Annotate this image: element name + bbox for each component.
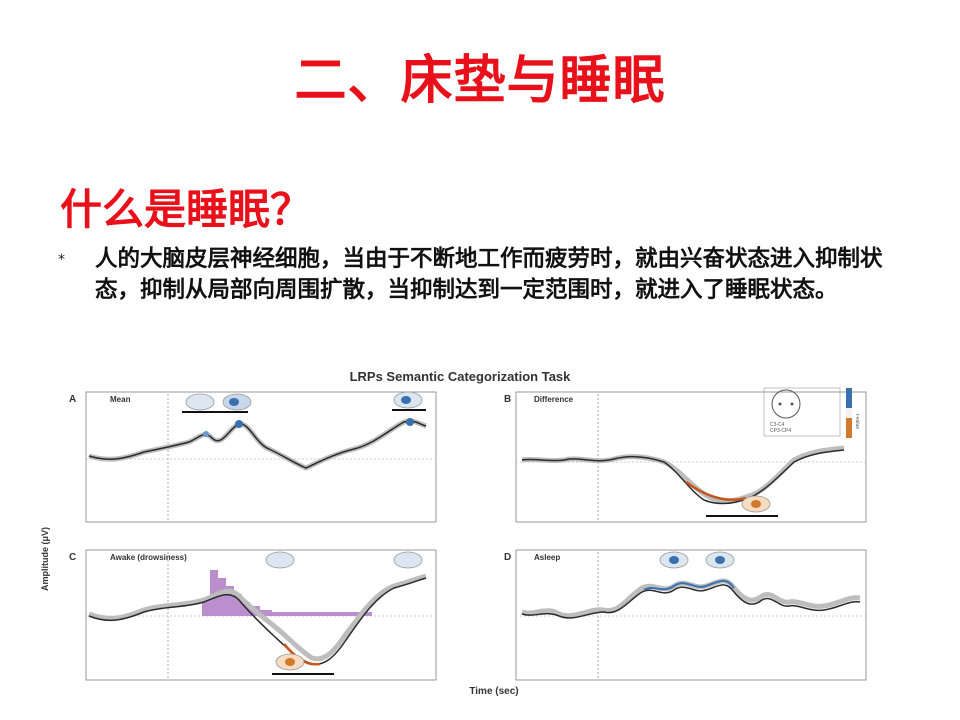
figure-main-title: LRPs Semantic Categorization Task [350,369,572,384]
slide-subtitle: 什么是睡眠？ [60,185,313,234]
panel-c-label: Awake (drowsiness) [110,553,187,562]
lrp-figure: LRPs Semantic Categorization Task Amplit… [34,364,886,700]
panel-c: C Awake (drowsiness) [69,549,437,681]
panel-c-letter: C [69,552,76,563]
bullet-icon: * [58,252,65,268]
panel-b-label: Difference [534,395,574,404]
figure-ylabel: Amplitude (μV) [40,527,50,591]
figure-xlabel: Time (sec) [469,686,518,697]
panel-a-letter: A [69,394,76,405]
body-paragraph: 人的大脑皮层神经细胞，当由于不断地工作而疲劳时，就由兴奋状态进入抑制状态，抑制从… [95,246,883,303]
legend-line-2: CP3-CP4 [770,428,791,434]
legend-line-1: C3-C4 [770,422,785,428]
panel-b-letter: B [504,394,511,405]
panel-b: B Difference C3-C4 CP3-CP4 t-value [504,387,867,523]
panel-a: A Mean [69,391,437,523]
panel-d-label: Asleep [534,553,560,562]
panel-d-letter: D [504,552,511,563]
slide-title: 二、床垫与睡眠 [294,51,666,111]
panel-a-label: Mean [110,395,131,404]
colorbar-label: t-value [854,414,860,429]
panel-d: D Asleep [504,549,867,681]
lrp-figure-svg: LRPs Semantic Categorization Task Amplit… [40,369,867,697]
